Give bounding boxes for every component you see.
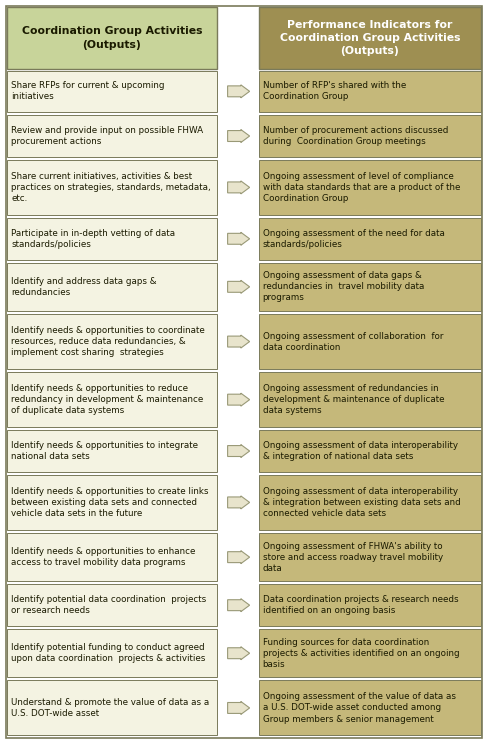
Text: Identify needs & opportunities to create links
between existing data sets and co: Identify needs & opportunities to create…: [11, 487, 208, 518]
Text: Share RFPs for current & upcoming
initiatives: Share RFPs for current & upcoming initia…: [11, 81, 164, 101]
Bar: [7, 115, 217, 157]
Text: Ongoing assessment of data interoperability
& integration between existing data : Ongoing assessment of data interoperabil…: [263, 487, 460, 518]
Text: Identify potential data coordination  projects
or research needs: Identify potential data coordination pro…: [11, 595, 206, 615]
Bar: [7, 314, 217, 369]
Bar: [259, 629, 481, 678]
Bar: [7, 218, 217, 260]
Bar: [7, 71, 217, 112]
Text: Share current initiatives, activities & best
practices on strategies, standards,: Share current initiatives, activities & …: [11, 172, 211, 203]
Polygon shape: [227, 393, 250, 406]
Bar: [259, 372, 481, 427]
Bar: [259, 533, 481, 581]
Polygon shape: [227, 335, 250, 348]
Text: Identify needs & opportunities to coordinate
resources, reduce data redundancies: Identify needs & opportunities to coordi…: [11, 326, 205, 357]
Text: Ongoing assessment of redundancies in
development & maintenance of duplicate
dat: Ongoing assessment of redundancies in de…: [263, 384, 444, 415]
Bar: [7, 372, 217, 427]
Bar: [7, 629, 217, 678]
Text: Identify needs & opportunities to integrate
national data sets: Identify needs & opportunities to integr…: [11, 441, 198, 461]
Text: Identify and address data gaps &
redundancies: Identify and address data gaps & redunda…: [11, 277, 157, 297]
Text: Identify potential funding to conduct agreed
upon data coordination  projects & : Identify potential funding to conduct ag…: [11, 643, 205, 663]
Text: Number of procurement actions discussed
during  Coordination Group meetings: Number of procurement actions discussed …: [263, 126, 448, 146]
Polygon shape: [227, 599, 250, 612]
Bar: [259, 71, 481, 112]
Polygon shape: [227, 129, 250, 143]
Text: Funding sources for data coordination
projects & activities identified on an ong: Funding sources for data coordination pr…: [263, 638, 459, 669]
Polygon shape: [227, 232, 250, 246]
Text: Participate in in-depth vetting of data
standards/policies: Participate in in-depth vetting of data …: [11, 228, 175, 248]
Bar: [259, 115, 481, 157]
Bar: [7, 263, 217, 311]
Polygon shape: [227, 181, 250, 194]
Polygon shape: [227, 444, 250, 458]
Bar: [7, 7, 217, 69]
Text: Ongoing assessment of data gaps &
redundancies in  travel mobility data
programs: Ongoing assessment of data gaps & redund…: [263, 272, 424, 302]
Text: Coordination Group Activities
(Outputs): Coordination Group Activities (Outputs): [21, 26, 202, 50]
Text: Performance Indicators for
Coordination Group Activities
(Outputs): Performance Indicators for Coordination …: [280, 20, 460, 57]
Bar: [259, 160, 481, 215]
Text: Ongoing assessment of FHWA's ability to
store and access roadway travel mobility: Ongoing assessment of FHWA's ability to …: [263, 542, 443, 573]
Bar: [259, 218, 481, 260]
Text: Ongoing assessment of the need for data
standards/policies: Ongoing assessment of the need for data …: [263, 228, 445, 248]
Text: Ongoing assessment of data interoperability
& integration of national data sets: Ongoing assessment of data interoperabil…: [263, 441, 458, 461]
Bar: [259, 681, 481, 736]
Polygon shape: [227, 702, 250, 714]
Bar: [259, 7, 481, 69]
Text: Ongoing assessment of collaboration  for
data coordination: Ongoing assessment of collaboration for …: [263, 332, 443, 352]
Text: Understand & promote the value of data as a
U.S. DOT-wide asset: Understand & promote the value of data a…: [11, 698, 209, 718]
Bar: [259, 314, 481, 369]
Polygon shape: [227, 280, 250, 293]
Bar: [7, 160, 217, 215]
Bar: [7, 475, 217, 530]
Bar: [259, 475, 481, 530]
Text: Ongoing assessment of level of compliance
with data standards that are a product: Ongoing assessment of level of complianc…: [263, 172, 460, 203]
Text: Identify needs & opportunities to enhance
access to travel mobility data program: Identify needs & opportunities to enhanc…: [11, 547, 195, 567]
Polygon shape: [227, 551, 250, 564]
Bar: [7, 533, 217, 581]
Bar: [7, 430, 217, 472]
Text: Number of RFP's shared with the
Coordination Group: Number of RFP's shared with the Coordina…: [263, 81, 406, 101]
Text: Review and provide input on possible FHWA
procurement actions: Review and provide input on possible FHW…: [11, 126, 203, 146]
Polygon shape: [227, 647, 250, 660]
Text: Identify needs & opportunities to reduce
redundancy in development & maintenance: Identify needs & opportunities to reduce…: [11, 384, 203, 415]
Text: Ongoing assessment of the value of data as
a U.S. DOT-wide asset conducted among: Ongoing assessment of the value of data …: [263, 693, 455, 724]
Polygon shape: [227, 496, 250, 509]
Polygon shape: [227, 85, 250, 98]
Bar: [259, 584, 481, 626]
Bar: [259, 430, 481, 472]
Bar: [7, 681, 217, 736]
Bar: [7, 584, 217, 626]
Text: Data coordination projects & research needs
identified on an ongoing basis: Data coordination projects & research ne…: [263, 595, 458, 615]
Bar: [259, 263, 481, 311]
